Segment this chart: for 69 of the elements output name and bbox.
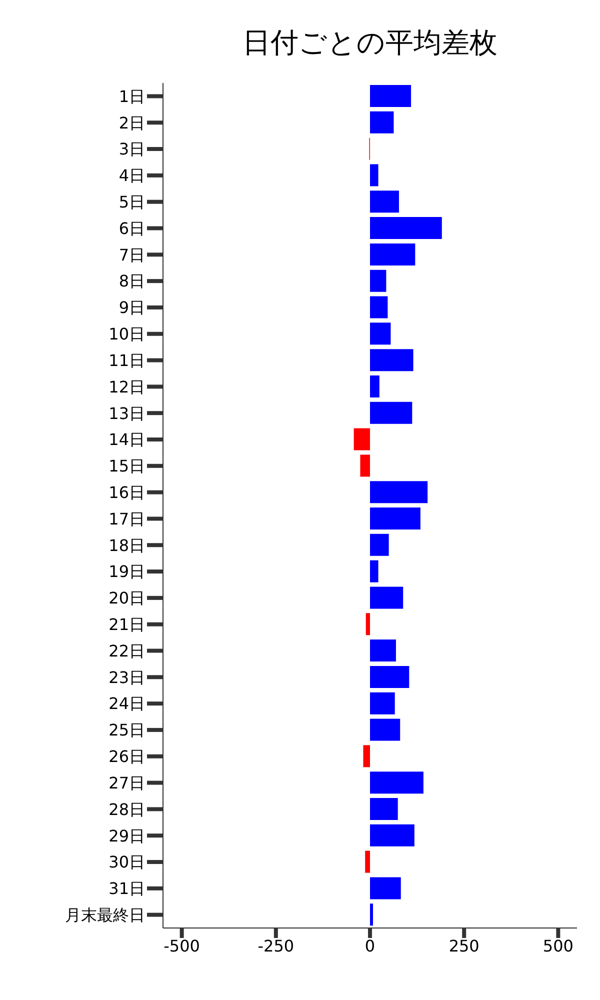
y-tick-label: 21日 bbox=[108, 615, 145, 634]
x-tick-label: -500 bbox=[164, 936, 200, 956]
y-tick-label: 25日 bbox=[108, 720, 145, 740]
y-tick-label: 10日 bbox=[108, 324, 145, 344]
bar bbox=[365, 850, 370, 873]
bar bbox=[370, 270, 386, 292]
bar bbox=[370, 824, 414, 846]
bar bbox=[366, 613, 370, 636]
y-tick-label: 22日 bbox=[108, 641, 145, 660]
y-tick-label: 31日 bbox=[108, 879, 145, 898]
bar bbox=[370, 217, 442, 240]
y-tick-label: 月末最終日 bbox=[65, 905, 145, 924]
y-tick-label: 2日 bbox=[118, 113, 145, 132]
bar bbox=[370, 666, 410, 688]
y-tick-label: 29日 bbox=[108, 826, 145, 846]
bar bbox=[370, 877, 401, 900]
bar bbox=[370, 85, 412, 107]
bar bbox=[370, 243, 416, 266]
y-tick-label: 6日 bbox=[118, 218, 145, 238]
bar bbox=[354, 428, 370, 450]
bar bbox=[370, 692, 395, 714]
bar bbox=[363, 745, 370, 768]
y-tick-label: 12日 bbox=[108, 377, 145, 396]
bar bbox=[370, 481, 428, 504]
y-tick-label: 1日 bbox=[118, 86, 145, 106]
bar bbox=[370, 322, 391, 345]
y-tick-label: 16日 bbox=[108, 482, 145, 502]
y-tick-label: 20日 bbox=[108, 588, 145, 608]
bar bbox=[370, 560, 378, 582]
y-tick-label: 11日 bbox=[108, 350, 145, 370]
y-tick-label: 4日 bbox=[118, 166, 145, 186]
bar bbox=[370, 349, 414, 372]
bar bbox=[370, 296, 388, 318]
y-tick-label: 7日 bbox=[118, 245, 145, 264]
y-tick-label: 26日 bbox=[108, 747, 145, 766]
y-tick-label: 15日 bbox=[108, 456, 145, 476]
chart-title: 日付ごとの平均差枚 bbox=[242, 25, 498, 61]
bar bbox=[370, 904, 374, 926]
bar bbox=[370, 772, 424, 794]
bar bbox=[370, 798, 398, 820]
y-tick-label: 14日 bbox=[108, 430, 145, 450]
y-tick-label: 23日 bbox=[108, 668, 145, 687]
y-tick-label: 19日 bbox=[108, 562, 145, 582]
y-tick-label: 8日 bbox=[118, 272, 145, 291]
bar bbox=[360, 454, 370, 477]
bar bbox=[370, 190, 399, 213]
bar bbox=[370, 111, 394, 134]
bar bbox=[370, 534, 389, 556]
bar bbox=[370, 375, 380, 398]
x-tick-label: -250 bbox=[258, 936, 294, 956]
bar bbox=[370, 718, 400, 741]
y-tick-label: 9日 bbox=[118, 298, 145, 318]
y-tick-label: 24日 bbox=[108, 694, 145, 714]
y-tick-label: 18日 bbox=[108, 536, 145, 555]
x-tick-label: 500 bbox=[542, 936, 574, 956]
y-tick-label: 3日 bbox=[118, 140, 145, 159]
y-tick-label: 5日 bbox=[118, 192, 145, 212]
y-tick-label: 17日 bbox=[108, 509, 145, 528]
bar bbox=[370, 402, 412, 424]
y-tick-label: 27日 bbox=[108, 773, 145, 792]
bar bbox=[370, 640, 396, 662]
bar bbox=[370, 508, 420, 530]
bar bbox=[370, 586, 404, 609]
x-tick-label: 250 bbox=[448, 936, 480, 956]
bar bbox=[370, 164, 378, 186]
y-tick-label: 28日 bbox=[108, 800, 145, 819]
y-tick-label: 30日 bbox=[108, 852, 145, 872]
y-tick-label: 13日 bbox=[108, 404, 145, 423]
x-tick-label: 0 bbox=[364, 936, 376, 956]
